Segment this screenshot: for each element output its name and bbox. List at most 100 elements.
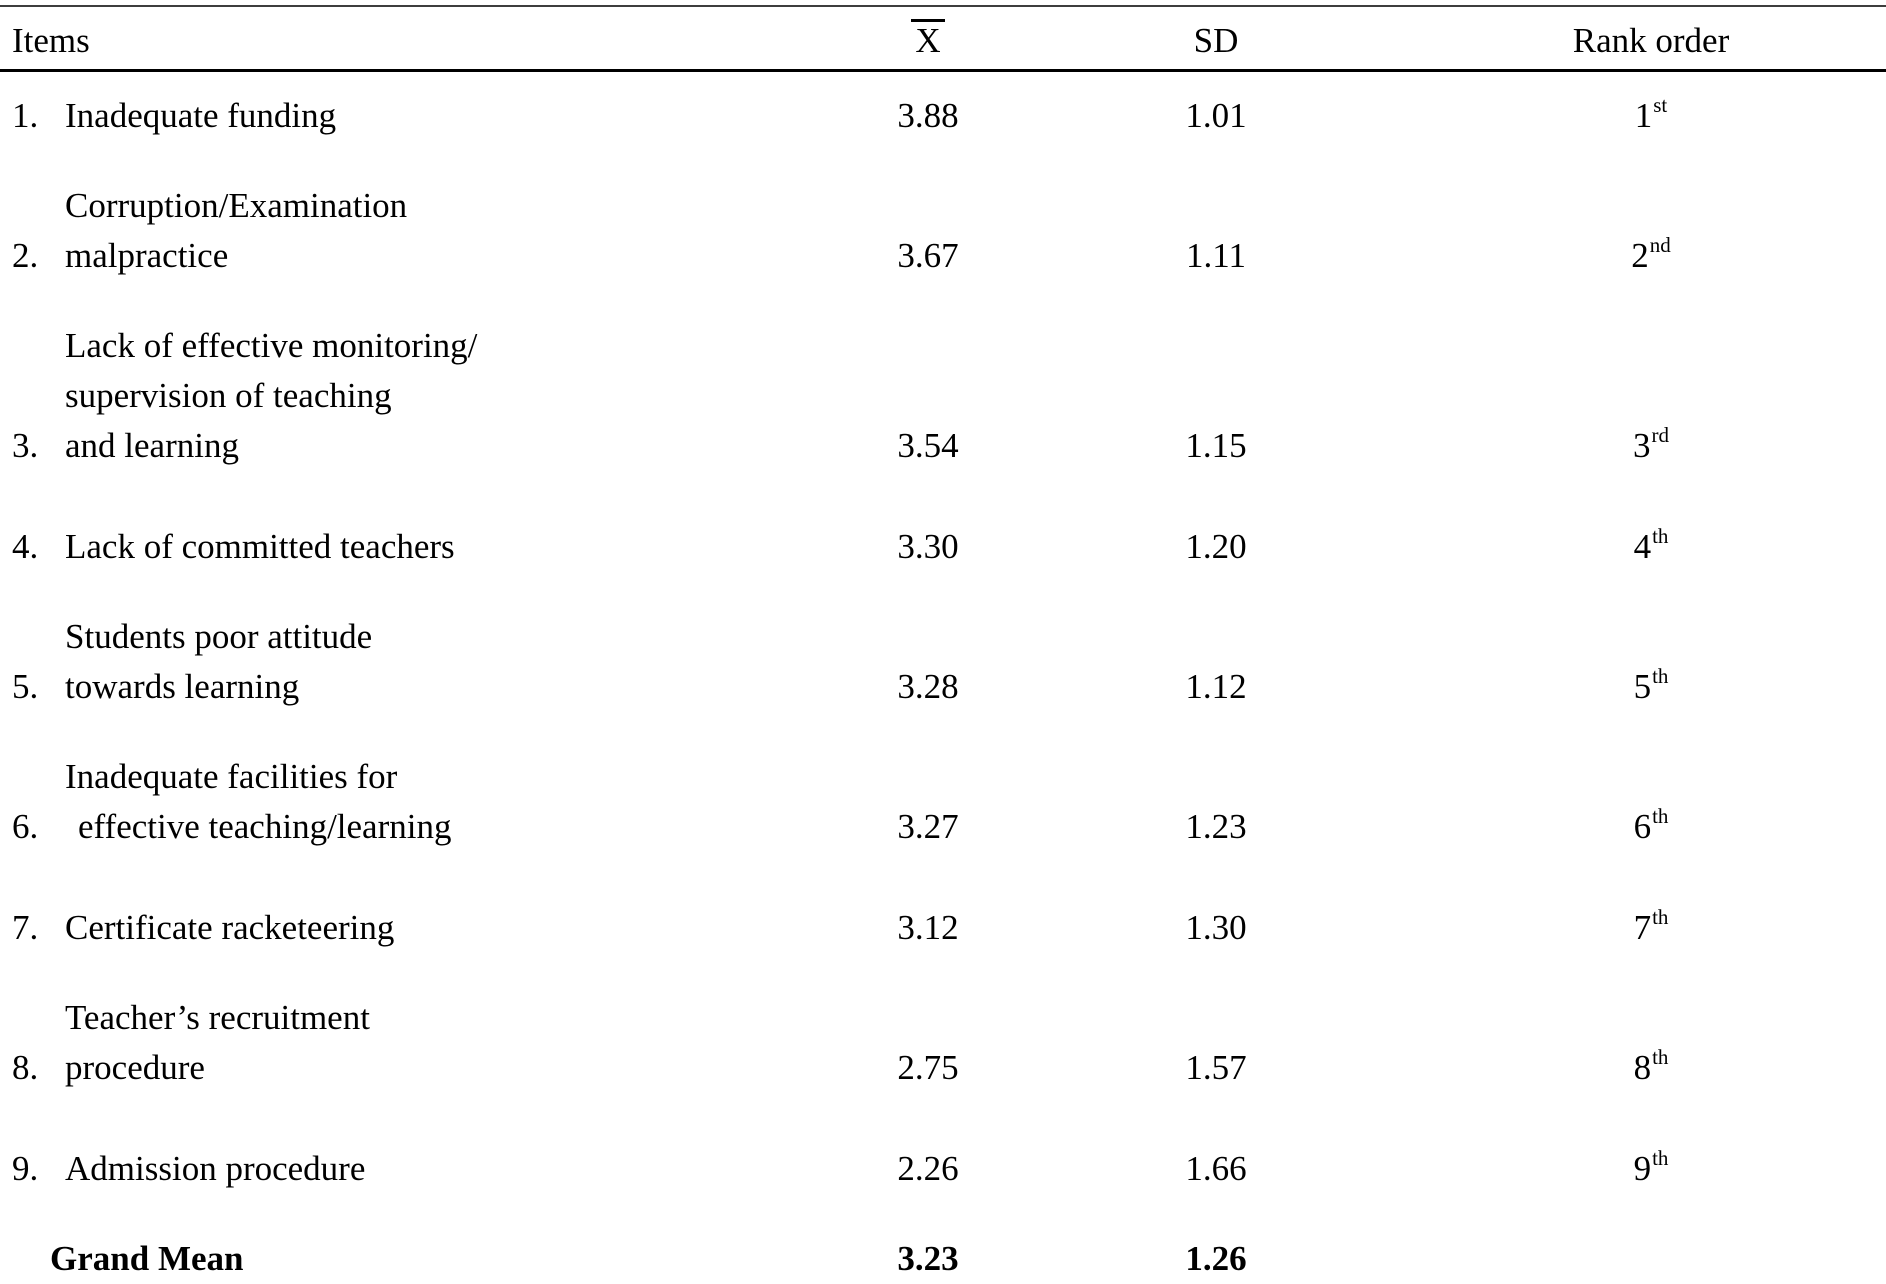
mean-value: 3.28 [897,667,959,706]
item-number: 9. [12,1149,39,1188]
rank-cell: 1st [1506,80,1796,141]
rank-cell: 8th [1506,1032,1796,1093]
sd-value: 1.30 [1185,908,1247,947]
grand-mean-value: 3.23 [897,1239,959,1278]
table-row: 5. Students poor attitude towards learni… [0,612,1886,712]
grand-mean-label: Grand Mean [50,1239,244,1278]
item-cell: 6. Inadequate facilities for effective t… [12,752,880,852]
sd-value: 1.66 [1185,1149,1247,1188]
rank-number: 6 [1633,807,1652,846]
rank-ordinal-suffix: th [1652,1146,1669,1170]
sd-value: 1.20 [1185,527,1247,566]
item-text-line: malpractice [65,236,229,275]
sd-value: 1.15 [1185,426,1247,465]
rank-cell: 5th [1506,651,1796,712]
table-row: 6. Inadequate facilities for effective t… [0,752,1886,852]
column-header-rank: Rank order [1572,21,1730,60]
x-bar-symbol: X [911,19,945,60]
table-row: 4. Lack of committed teachers 3.30 1.20 … [0,511,1886,572]
table-row: 1. Inadequate funding 3.88 1.01 1st [0,80,1886,141]
rank-ordinal-suffix: th [1652,524,1669,548]
item-text-line: Lack of committed teachers [65,527,455,566]
table-row: 9. Admission procedure 2.26 1.66 9th [0,1133,1886,1194]
rank-ordinal-suffix: nd [1649,233,1671,257]
rank-number: 2 [1631,236,1649,275]
rank-number: 9 [1633,1149,1652,1188]
item-text-line: Inadequate facilities for [65,757,398,796]
sd-value: 1.23 [1185,807,1247,846]
mean-value: 3.30 [897,527,959,566]
mean-value: 3.27 [897,807,959,846]
item-text-line: effective teaching/learning [78,807,452,846]
rank-ordinal-suffix: rd [1651,423,1670,447]
item-number: 2. [12,236,39,275]
grand-sd-value: 1.26 [1185,1239,1247,1278]
table-header-row: Items X SD Rank order [0,19,1886,63]
rank-cell: 6th [1506,791,1796,852]
item-number: 5. [12,667,39,706]
rank-number: 5 [1633,667,1652,706]
rank-number: 4 [1633,527,1652,566]
rank-ordinal-suffix: th [1652,1045,1669,1069]
rank-number: 8 [1633,1048,1652,1087]
table-row: 2. Corruption/Examination malpractice 3.… [0,181,1886,281]
item-text-line: Students poor attitude [65,617,373,656]
mean-value: 3.67 [897,236,959,275]
header-underline [0,69,1886,72]
item-cell: Grand Mean [12,1234,880,1284]
column-header-mean: X [880,19,976,63]
item-number: 7. [12,908,39,947]
rank-cell: 9th [1506,1133,1796,1194]
table-row: 7. Certificate racketeering 3.12 1.30 7t… [0,892,1886,953]
table-top-rule [0,5,1886,7]
rank-ordinal-suffix: th [1652,905,1669,929]
sd-value: 1.01 [1185,96,1247,135]
table-row: 3. Lack of effective monitoring/ supervi… [0,321,1886,471]
item-number: 3. [12,426,39,465]
item-text-line: Corruption/Examination [65,186,408,225]
item-text-line: Inadequate funding [65,96,337,135]
item-number: 1. [12,96,39,135]
grand-mean-row: Grand Mean 3.23 1.26 [0,1234,1886,1284]
mean-value: 3.54 [897,426,959,465]
column-header-sd: SD [1193,21,1239,60]
mean-value: 3.88 [897,96,959,135]
rank-cell: 3rd [1506,410,1796,471]
mean-value: 3.12 [897,908,959,947]
results-table: Items X SD Rank order 1. Inadequate fund… [0,5,1886,1284]
rank-ordinal-suffix: st [1653,93,1668,117]
item-cell: 3. Lack of effective monitoring/ supervi… [12,321,880,471]
item-cell: 2. Corruption/Examination malpractice [12,181,880,281]
item-text-line: Admission procedure [65,1149,366,1188]
item-text-line: procedure [65,1048,205,1087]
item-cell: 5. Students poor attitude towards learni… [12,612,880,712]
rank-ordinal-suffix: th [1652,664,1669,688]
rank-cell: 2nd [1506,220,1796,281]
item-number: 6. [12,807,39,846]
item-text-line: supervision of teaching [65,376,392,415]
sd-value: 1.11 [1186,236,1246,275]
sd-value: 1.57 [1185,1048,1247,1087]
item-cell: 9. Admission procedure [12,1144,880,1194]
item-text-line: towards learning [65,667,300,706]
sd-value: 1.12 [1185,667,1247,706]
rank-number: 7 [1633,908,1652,947]
item-number: 8. [12,1048,39,1087]
rank-number: 1 [1634,96,1653,135]
item-number: 4. [12,527,39,566]
rank-cell: 7th [1506,892,1796,953]
item-cell: 1. Inadequate funding [12,91,880,141]
item-cell: 8. Teacher’s recruitment procedure [12,993,880,1093]
mean-value: 2.26 [897,1149,959,1188]
table-body: 1. Inadequate funding 3.88 1.01 1st 2. C… [0,72,1886,1284]
item-cell: 7. Certificate racketeering [12,903,880,953]
mean-value: 2.75 [897,1048,959,1087]
item-text-line: and learning [65,426,239,465]
item-text-line: Teacher’s recruitment [65,998,370,1037]
item-cell: 4. Lack of committed teachers [12,522,880,572]
item-text-line: Certificate racketeering [65,908,395,947]
rank-cell: 4th [1506,511,1796,572]
rank-ordinal-suffix: th [1652,804,1669,828]
rank-number: 3 [1633,426,1651,465]
table-row: 8. Teacher’s recruitment procedure 2.75 … [0,993,1886,1093]
